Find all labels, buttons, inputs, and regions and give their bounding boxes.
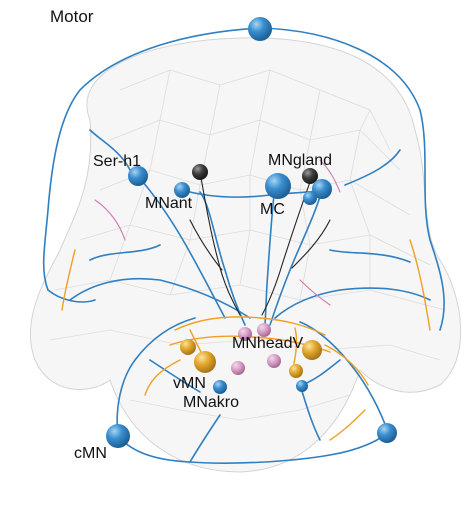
label-mnakro: MNakro: [183, 394, 239, 411]
label-mngland: MNgland: [268, 152, 332, 169]
soma-motor-top: [248, 17, 272, 41]
motor-neurites-black: [189, 171, 331, 316]
soma-mnakro: [213, 380, 227, 394]
label-mnheadv: MNheadV: [232, 335, 303, 352]
soma-mnant: [174, 182, 190, 198]
soma-headv-gold-left: [180, 339, 196, 355]
soma-mc: [265, 173, 291, 199]
label-vmn: vMN: [173, 375, 206, 392]
soma-headv-pink-1: [238, 327, 252, 341]
soma-blue-small: [296, 380, 308, 392]
label-cmn: cMN: [74, 445, 107, 462]
soma-vmn-gold: [194, 351, 216, 373]
soma-group: [106, 17, 397, 448]
soma-headv-gold-right: [302, 340, 322, 360]
label-mnant: MNant: [145, 195, 193, 212]
soma-headv-pink-2: [257, 323, 271, 337]
figure-title: Motor: [50, 7, 94, 26]
soma-gold-small: [289, 364, 303, 378]
soma-mngland: [312, 179, 332, 199]
motor-neurites-pink: [94, 159, 341, 306]
label-ser-h1: Ser-h1: [93, 153, 141, 170]
soma-mngland-dark: [302, 168, 318, 184]
soma-headv-pink-3: [231, 361, 245, 375]
soma-cmn-right: [377, 423, 397, 443]
soma-mngland-small: [303, 191, 317, 205]
soma-cmn: [106, 424, 130, 448]
label-mc: MC: [260, 201, 285, 218]
soma-headv-pink-4: [267, 354, 281, 368]
soma-ser-h1: [128, 166, 148, 186]
soma-mnant-dark: [192, 164, 208, 180]
